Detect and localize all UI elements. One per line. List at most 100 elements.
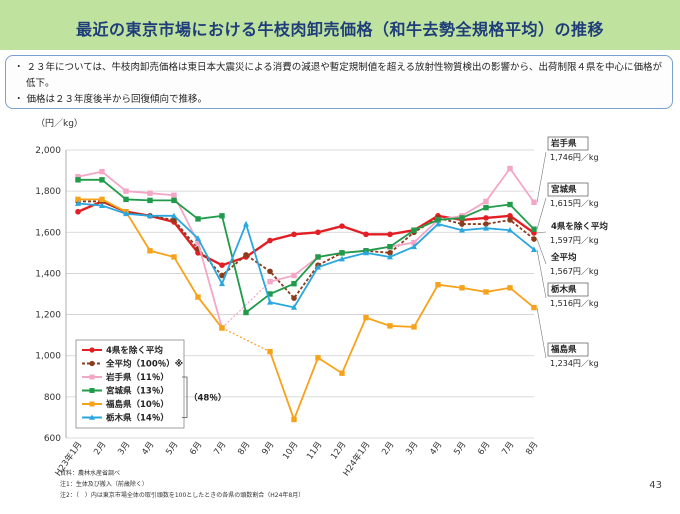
callout-label: 宮城県 bbox=[551, 184, 577, 195]
data-point bbox=[291, 416, 297, 423]
legend-label: 福島県（10％） bbox=[105, 399, 169, 410]
series-line bbox=[77, 202, 535, 309]
data-point bbox=[339, 250, 345, 256]
x-tick-label: 12月 bbox=[329, 440, 348, 462]
data-point bbox=[75, 177, 81, 183]
data-point bbox=[219, 272, 225, 279]
x-tick-label: 5月 bbox=[164, 440, 180, 457]
data-point bbox=[75, 196, 81, 203]
data-point bbox=[123, 196, 129, 203]
callout-leader bbox=[536, 307, 547, 359]
data-point bbox=[171, 197, 177, 204]
series-line bbox=[78, 178, 535, 315]
footnote-1: 注1：生体及び搬入（前歳除く） bbox=[60, 481, 148, 488]
data-point bbox=[339, 255, 345, 262]
data-point bbox=[219, 213, 225, 219]
data-point bbox=[171, 212, 177, 219]
series-gap-line bbox=[221, 281, 271, 329]
data-point bbox=[411, 324, 417, 330]
legend-group-label: （48％） bbox=[189, 392, 226, 403]
data-point bbox=[219, 280, 225, 287]
data-point bbox=[483, 224, 489, 231]
callout-leader bbox=[536, 238, 547, 265]
data-point bbox=[291, 281, 297, 287]
legend-label: 全平均（100％）※ bbox=[105, 359, 183, 370]
y-tick-label: 1,200 bbox=[35, 311, 61, 321]
data-point bbox=[123, 188, 129, 194]
y-tick-label: 1,600 bbox=[35, 228, 61, 238]
legend-swatch-marker bbox=[89, 374, 95, 380]
callout-label: 栃木県 bbox=[551, 284, 577, 295]
callout-label: 福島県 bbox=[550, 344, 577, 355]
data-point bbox=[291, 272, 297, 279]
data-point bbox=[171, 192, 177, 198]
series-line bbox=[77, 200, 535, 267]
data-point bbox=[147, 248, 153, 254]
data-point bbox=[459, 215, 465, 221]
data-point bbox=[267, 278, 273, 285]
callout-label: 岩手県 bbox=[550, 138, 577, 149]
callout-box bbox=[547, 282, 589, 297]
y-tick-label: 1,800 bbox=[35, 187, 61, 197]
x-tick-label: 8月 bbox=[236, 440, 252, 457]
data-point bbox=[195, 216, 201, 222]
data-point bbox=[315, 264, 321, 270]
y-tick-label: 1,000 bbox=[35, 352, 61, 362]
data-point bbox=[195, 250, 201, 256]
page-title: 最近の東京市場における牛枝肉卸売価格（和牛去勢全規格平均）の推移 bbox=[75, 20, 604, 39]
data-point bbox=[507, 213, 513, 219]
data-point bbox=[507, 217, 513, 223]
data-point bbox=[411, 239, 417, 246]
data-point bbox=[483, 198, 489, 205]
page-number: 43 bbox=[649, 480, 662, 491]
title-bar: 最近の東京市場における牛枝肉卸売価格（和牛去勢全規格平均）の推移 bbox=[0, 0, 680, 50]
data-point bbox=[435, 282, 441, 288]
callout-label: 4県を除く平均 bbox=[551, 221, 608, 232]
data-point bbox=[459, 221, 465, 227]
x-tick-label: 7月 bbox=[500, 440, 516, 457]
data-point bbox=[315, 229, 321, 236]
callout-value: 1,746円／kg bbox=[550, 153, 599, 162]
data-point bbox=[219, 262, 225, 268]
legend-swatch-marker bbox=[89, 414, 95, 420]
data-point bbox=[459, 227, 465, 233]
legend-label: 栃木県（14％） bbox=[106, 413, 169, 424]
callout-leader bbox=[536, 197, 547, 230]
x-tick-label: 5月 bbox=[452, 440, 468, 457]
data-point bbox=[387, 231, 393, 238]
summary-box: ・ ２３年については、牛枝肉卸売価格は東日本大震災による消費の減退や暫定規制値を… bbox=[5, 55, 673, 109]
data-point bbox=[315, 355, 321, 361]
data-point bbox=[507, 201, 513, 208]
data-point bbox=[171, 217, 177, 223]
x-tick-label: 8月 bbox=[524, 440, 540, 457]
x-tick-label: 6月 bbox=[476, 440, 492, 457]
callout-value: 1,516円／kg bbox=[550, 299, 599, 308]
x-tick-label: 2月 bbox=[380, 440, 396, 457]
legend-label: 4県を除く平均 bbox=[106, 345, 163, 356]
legend-bracket bbox=[182, 376, 188, 418]
data-point bbox=[339, 223, 345, 229]
footnote-2: 注2：（ ）内は東京市場全体の取引頭数を100としたときの各県の頭数割合（H24… bbox=[60, 492, 305, 499]
y-tick-label: 800 bbox=[44, 393, 61, 403]
data-point bbox=[195, 235, 201, 241]
data-point bbox=[99, 177, 105, 183]
x-tick-label: 11月 bbox=[305, 440, 324, 462]
callout-value: 1,234円／kg bbox=[550, 359, 599, 368]
data-point bbox=[267, 299, 273, 305]
data-point bbox=[147, 190, 153, 196]
x-tick-label: 4月 bbox=[140, 440, 156, 457]
data-point bbox=[99, 168, 105, 175]
legend-swatch-marker bbox=[89, 388, 95, 393]
legend-swatch-marker bbox=[89, 360, 95, 367]
series-line bbox=[269, 283, 535, 423]
callout-box bbox=[547, 342, 589, 357]
data-point bbox=[219, 325, 225, 331]
data-point bbox=[363, 314, 369, 321]
data-point bbox=[147, 197, 153, 204]
data-point bbox=[387, 243, 393, 250]
data-point bbox=[99, 202, 105, 208]
data-point bbox=[531, 226, 537, 232]
data-point bbox=[123, 210, 129, 217]
x-tick-label: 10月 bbox=[281, 440, 300, 462]
data-point bbox=[267, 291, 273, 297]
